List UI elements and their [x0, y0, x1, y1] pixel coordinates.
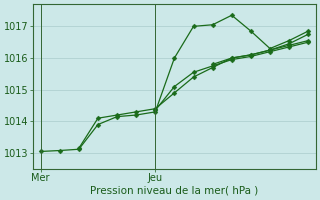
X-axis label: Pression niveau de la mer( hPa ): Pression niveau de la mer( hPa ) [90, 186, 259, 196]
